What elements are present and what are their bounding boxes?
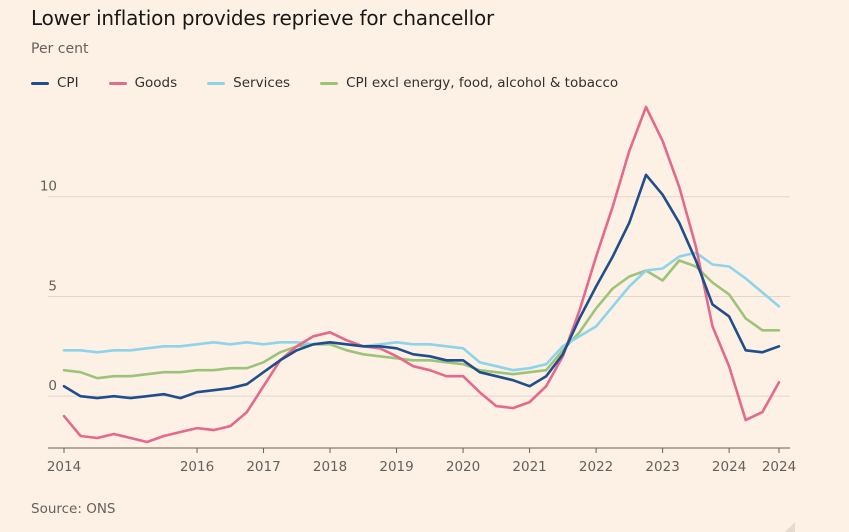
legend-item-services: Services bbox=[207, 75, 290, 91]
series-line-cpi bbox=[62, 173, 781, 400]
y-tick-label: 5 bbox=[48, 278, 57, 294]
x-tick-label: 2014 bbox=[47, 459, 81, 475]
x-tick-label: 2021 bbox=[512, 459, 546, 475]
x-tick-label: 2022 bbox=[579, 459, 613, 475]
legend: CPI Goods Services CPI excl energy, food… bbox=[31, 75, 648, 91]
legend-swatch-cpi bbox=[31, 81, 49, 85]
x-tick-label: 2017 bbox=[246, 459, 280, 475]
y-tick-label: 0 bbox=[48, 378, 57, 394]
series-line-cpi-excl-energy-food-alcohol-tobacco bbox=[62, 259, 781, 380]
series-line-services bbox=[62, 251, 781, 372]
series-line-goods bbox=[62, 105, 781, 444]
x-tick-label: 2023 bbox=[645, 459, 679, 475]
x-tick-label: 2024 bbox=[712, 459, 746, 475]
y-tick-label: 10 bbox=[40, 179, 57, 195]
chart-title: Lower inflation provides reprieve for ch… bbox=[31, 6, 495, 30]
legend-item-goods: Goods bbox=[108, 75, 178, 91]
legend-item-core-cpi: CPI excl energy, food, alcohol & tobacco bbox=[320, 75, 618, 91]
legend-label-cpi: CPI bbox=[57, 75, 79, 91]
corner-fold bbox=[785, 522, 795, 532]
legend-label-services: Services bbox=[233, 75, 291, 91]
legend-label-core-cpi: CPI excl energy, food, alcohol & tobacco bbox=[346, 75, 619, 91]
legend-swatch-services bbox=[207, 81, 226, 85]
legend-swatch-goods bbox=[108, 81, 127, 85]
x-tick-label: 2016 bbox=[180, 459, 214, 475]
x-tick-label: 2019 bbox=[379, 459, 413, 475]
x-tick-label: 2024 bbox=[762, 459, 796, 475]
x-tick-label: 2018 bbox=[313, 459, 347, 475]
legend-item-cpi: CPI bbox=[31, 75, 79, 91]
legend-swatch-core-cpi bbox=[320, 81, 339, 85]
y-axis-unit: Per cent bbox=[31, 41, 89, 57]
source-note: Source: ONS bbox=[31, 501, 116, 517]
legend-label-goods: Goods bbox=[134, 75, 178, 91]
x-tick-label: 2020 bbox=[446, 459, 480, 475]
